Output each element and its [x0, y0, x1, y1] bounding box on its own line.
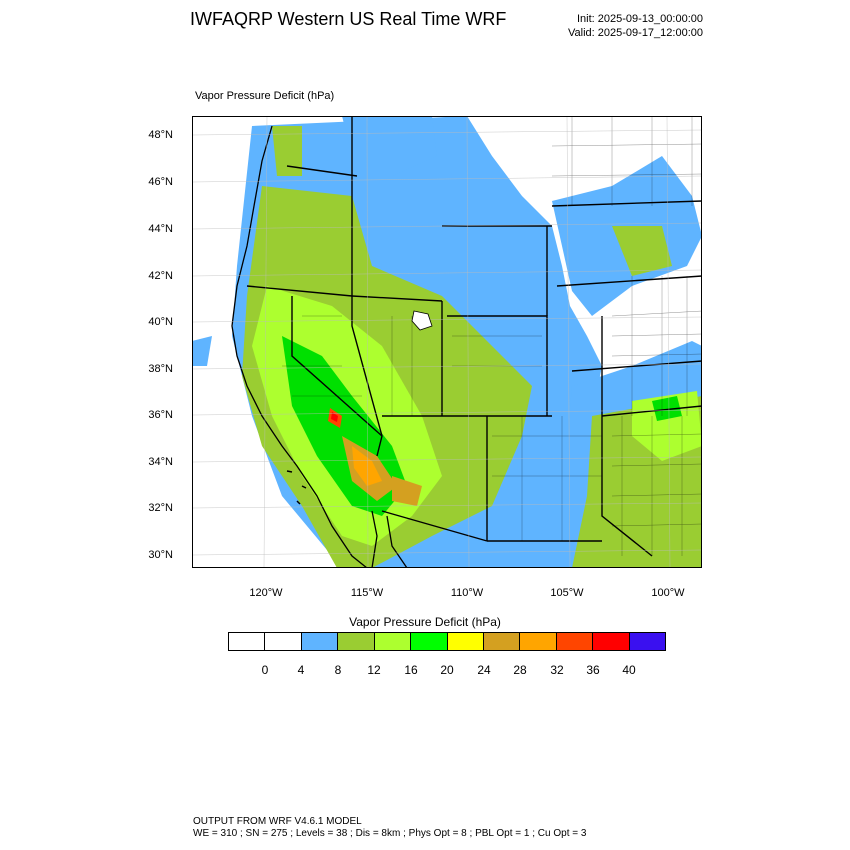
lat-label: 38°N — [148, 363, 173, 375]
colorbar-label: 16 — [404, 663, 418, 677]
lat-label: 40°N — [148, 316, 173, 328]
colorbar-swatch — [629, 633, 666, 650]
model-footer-line-1: OUTPUT FROM WRF V4.6.1 MODEL — [193, 816, 362, 827]
lat-label: 42°N — [148, 270, 173, 282]
model-footer-line-2: WE = 310 ; SN = 275 ; Levels = 38 ; Dis … — [193, 828, 587, 839]
lat-label: 32°N — [148, 502, 173, 514]
lon-label: 120°W — [249, 587, 283, 599]
colorbar-swatch — [520, 633, 557, 650]
colorbar-title: Vapor Pressure Deficit (hPa) — [349, 615, 501, 629]
colorbar-swatch — [593, 633, 630, 650]
vpd-map — [192, 116, 702, 568]
colorbar-swatch — [447, 633, 484, 650]
lon-label: 100°W — [651, 587, 685, 599]
lat-label: 46°N — [148, 176, 173, 188]
colorbar-label: 8 — [334, 663, 342, 677]
map-canvas — [192, 116, 702, 568]
lon-label: 105°W — [550, 587, 584, 599]
lat-label: 44°N — [148, 223, 173, 235]
colorbar-label: 4 — [297, 663, 305, 677]
colorbar-label: 20 — [440, 663, 454, 677]
county-boundaries — [282, 116, 702, 556]
graticule — [192, 116, 702, 568]
map-border — [192, 116, 702, 568]
colorbar-swatch — [556, 633, 594, 650]
colorbar-label: 28 — [513, 663, 527, 677]
great-salt-lake — [411, 310, 433, 331]
colorbar-label: 12 — [367, 663, 381, 677]
colorbar-label: 36 — [586, 663, 600, 677]
gulf-of-california-coast — [371, 510, 408, 568]
lat-label: 36°N — [148, 409, 173, 421]
vpd-36-40-region — [331, 412, 338, 422]
valid-time: Valid: 2025-09-17_12:00:00 — [568, 27, 703, 39]
init-time: Init: 2025-09-13_00:00:00 — [577, 13, 703, 25]
colorbar-swatch — [229, 633, 266, 650]
colorbar-label: 40 — [622, 663, 636, 677]
colorbar-label: 24 — [477, 663, 491, 677]
plot-title: IWFAQRP Western US Real Time WRF — [190, 9, 507, 29]
field-title: Vapor Pressure Deficit (hPa) — [195, 90, 335, 102]
colorbar-swatch — [411, 633, 448, 650]
colorbar-label: 0 — [261, 663, 269, 677]
colorbar-swatch — [338, 633, 375, 650]
vpd-28-32-region — [352, 446, 382, 486]
colorbar — [228, 632, 666, 651]
colorbar-label: 32 — [550, 663, 564, 677]
lat-label: 34°N — [148, 456, 173, 468]
lat-label: 48°N — [148, 129, 173, 141]
lon-label: 115°W — [350, 587, 384, 599]
pacific-coastline — [231, 125, 368, 568]
offshore-islands — [286, 470, 307, 505]
lon-label: 110°W — [450, 587, 484, 599]
state-boundaries — [246, 116, 702, 557]
colorbar-swatch — [265, 633, 302, 650]
colorbar-swatch — [483, 633, 521, 650]
colorbar-swatch — [301, 633, 339, 650]
lat-label: 30°N — [148, 549, 173, 561]
colorbar-swatch — [374, 633, 412, 650]
